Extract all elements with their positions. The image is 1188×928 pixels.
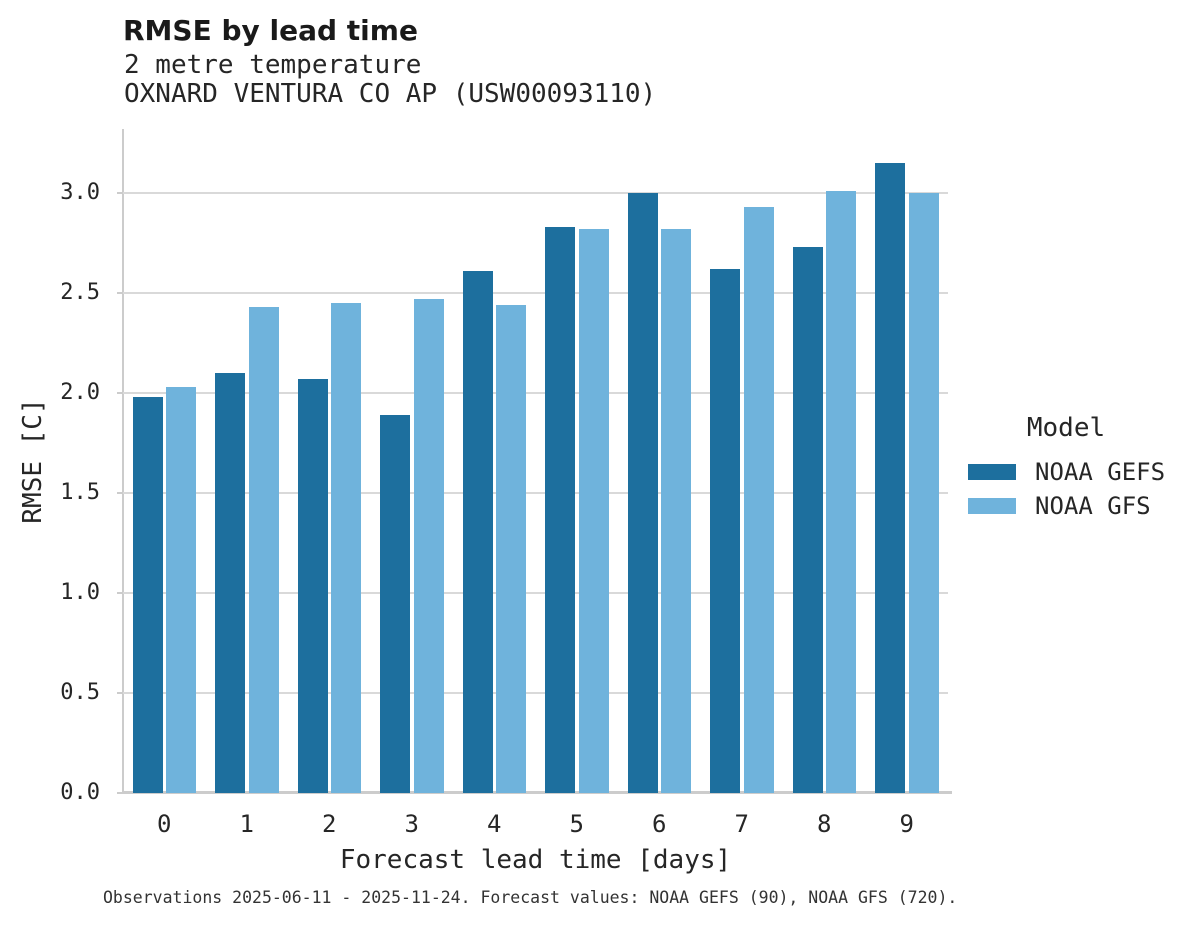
gridline-y-3.0 xyxy=(123,192,948,194)
bar-noaa-gefs-3 xyxy=(380,415,410,793)
bar-noaa-gefs-7 xyxy=(710,269,740,793)
x-tick-label-7: 7 xyxy=(734,810,749,838)
legend-title: Model xyxy=(1026,413,1106,443)
x-tick-label-4: 4 xyxy=(487,810,502,838)
x-axis-label: Forecast lead time [days] xyxy=(339,845,732,875)
gridline-y-2.5 xyxy=(123,292,948,294)
x-axis-spine xyxy=(122,791,952,794)
bar-noaa-gfs-8 xyxy=(826,191,856,793)
bar-noaa-gfs-3 xyxy=(413,299,444,793)
y-tick-mark-0.5 xyxy=(117,692,122,694)
gridline-y-0.5 xyxy=(123,692,948,694)
y-tick-label-0.0: 0.0 xyxy=(60,780,100,805)
legend-item-noaa-gfs: NOAA GFS xyxy=(966,489,1166,523)
legend-swatch-noaa-gefs xyxy=(968,464,1016,480)
y-tick-mark-1.0 xyxy=(117,592,122,594)
x-tick-label-0: 0 xyxy=(157,810,172,838)
bar-noaa-gefs-9 xyxy=(875,163,905,793)
bar-noaa-gfs-5 xyxy=(578,229,609,793)
bar-noaa-gefs-6 xyxy=(627,193,658,793)
bar-noaa-gefs-8 xyxy=(792,247,823,793)
y-tick-label-2.0: 2.0 xyxy=(60,380,100,405)
y-tick-mark-3.0 xyxy=(117,192,122,194)
x-tick-label-1: 1 xyxy=(239,810,254,838)
bar-noaa-gfs-4 xyxy=(496,305,526,793)
x-tick-label-2: 2 xyxy=(322,810,337,838)
bar-noaa-gfs-0 xyxy=(166,387,196,793)
bar-noaa-gfs-1 xyxy=(248,307,279,793)
bar-noaa-gfs-9 xyxy=(908,193,939,793)
gridline-y-2.0 xyxy=(123,392,948,394)
legend-item-noaa-gefs: NOAA GEFS xyxy=(966,455,1166,489)
y-tick-label-2.5: 2.5 xyxy=(60,280,100,305)
y-tick-label-1.5: 1.5 xyxy=(60,480,100,505)
bar-noaa-gefs-4 xyxy=(462,271,493,793)
bar-noaa-gefs-2 xyxy=(297,379,328,793)
plot-area xyxy=(123,129,948,793)
chart-subtitle-station: OXNARD VENTURA CO AP (USW00093110) xyxy=(124,79,657,109)
bar-noaa-gfs-2 xyxy=(331,303,361,793)
x-tick-label-3: 3 xyxy=(404,810,419,838)
x-tick-label-6: 6 xyxy=(652,810,667,838)
bar-noaa-gefs-1 xyxy=(215,373,245,793)
y-tick-mark-2.5 xyxy=(117,292,122,294)
legend-label: NOAA GFS xyxy=(1035,492,1151,520)
bar-noaa-gfs-7 xyxy=(743,207,774,793)
x-tick-label-8: 8 xyxy=(817,810,832,838)
chart-title: RMSE by lead time xyxy=(123,14,418,47)
bar-noaa-gefs-0 xyxy=(132,397,163,793)
legend: Model NOAA GEFS NOAA GFS xyxy=(966,414,1166,523)
bar-noaa-gfs-6 xyxy=(661,229,691,793)
x-tick-label-9: 9 xyxy=(899,810,914,838)
y-tick-label-3.0: 3.0 xyxy=(60,180,100,205)
caption-text: Observations 2025-06-11 - 2025-11-24. Fo… xyxy=(103,888,958,907)
legend-swatch-noaa-gfs xyxy=(968,498,1016,514)
y-tick-label-1.0: 1.0 xyxy=(60,580,100,605)
gridline-y-1.5 xyxy=(123,492,948,494)
y-tick-label-0.5: 0.5 xyxy=(60,680,100,705)
chart-subtitle-variable: 2 metre temperature xyxy=(124,50,422,80)
legend-label: NOAA GEFS xyxy=(1035,458,1166,486)
y-tick-mark-2.0 xyxy=(117,392,122,394)
y-tick-mark-0.0 xyxy=(117,792,122,794)
gridline-y-1.0 xyxy=(123,592,948,594)
y-axis-spine xyxy=(122,129,124,793)
y-tick-mark-1.5 xyxy=(117,492,122,494)
x-tick-label-5: 5 xyxy=(569,810,584,838)
bar-noaa-gefs-5 xyxy=(545,227,575,793)
